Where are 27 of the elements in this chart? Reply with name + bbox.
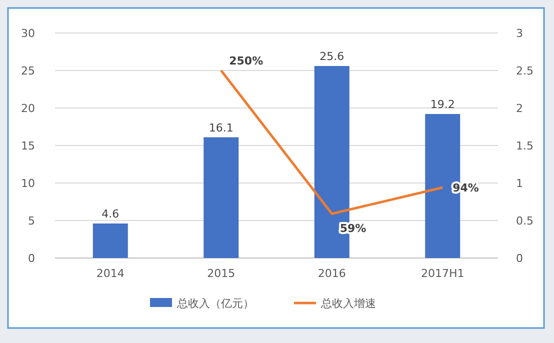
y2-tick-label: 1.5	[516, 140, 534, 152]
x-tick-label: 2015	[207, 267, 236, 280]
legend-label: 总收入增速	[320, 297, 376, 310]
y-tick-label: 5	[28, 214, 35, 228]
bar	[92, 224, 128, 258]
data-label: 19.2	[430, 98, 455, 111]
y2-tick-label: 0.5	[516, 214, 534, 228]
x-tick-label: 2016	[318, 267, 346, 280]
y-tick-label: 15	[21, 140, 35, 152]
y-tick-label: 0	[28, 252, 35, 265]
bar	[204, 137, 239, 258]
data-label: 16.1	[208, 121, 234, 134]
y2-tick-label: 2.5	[516, 64, 534, 78]
y2-tick-label: 1	[516, 177, 523, 190]
y2-tick-label: 0	[516, 252, 523, 265]
y2-tick-label: 3	[516, 27, 523, 40]
data-label: 250%	[229, 54, 264, 68]
y-tick-label: 10	[21, 177, 35, 190]
y-tick-label: 20	[21, 102, 35, 115]
legend-label: 总收入（亿元）	[176, 297, 254, 310]
x-tick-label: 2014	[96, 267, 124, 280]
y-tick-label: 25	[21, 64, 35, 78]
data-label: 25.6	[320, 50, 344, 63]
x-tick-label: 2017H1	[420, 267, 464, 280]
y2-tick-label: 2	[516, 102, 523, 115]
y-tick-label: 30	[21, 27, 35, 40]
data-label: 4.6	[102, 208, 120, 220]
